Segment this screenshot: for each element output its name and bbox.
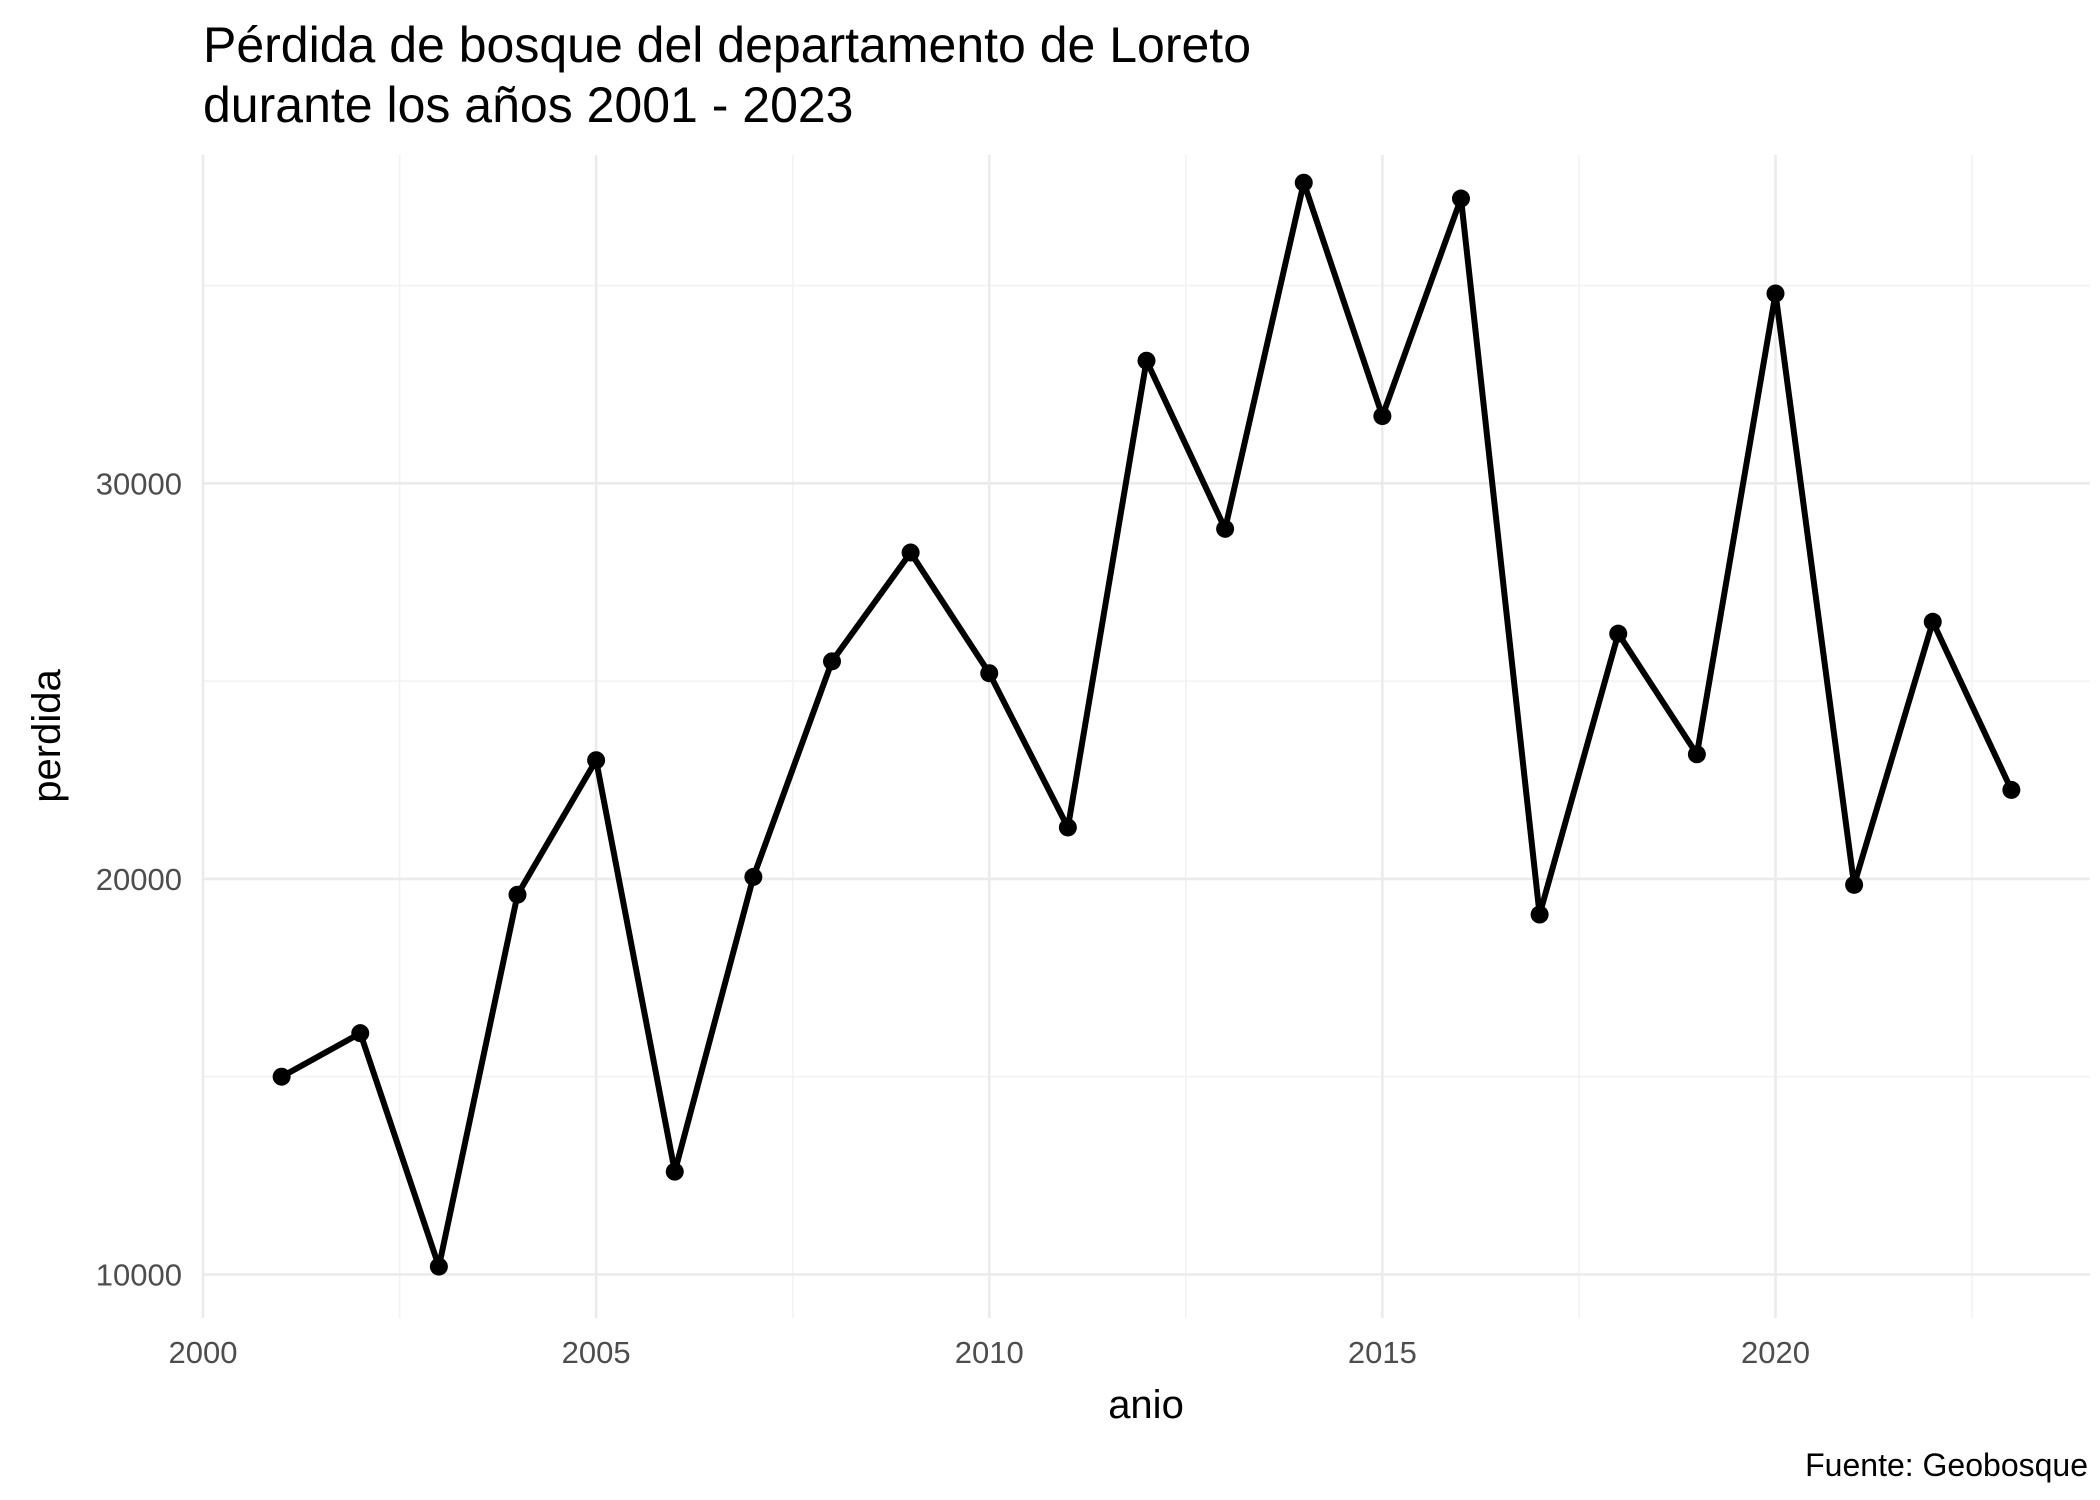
data-point [1530,905,1549,924]
x-axis-tick-labels: 2000 2005 2010 2015 2020 [169,1335,1810,1370]
x-tick-label: 2010 [955,1335,1024,1370]
y-tick-label: 10000 [96,1257,182,1292]
data-point [823,652,841,671]
data-point [1609,624,1628,643]
data-point [665,1162,684,1181]
chart-subtitle: durante los años 2001 - 2023 [203,77,854,133]
y-tick-label: 30000 [96,466,182,501]
x-tick-label: 2000 [169,1335,238,1370]
data-point [1766,284,1785,303]
data-point [1845,875,1864,894]
data-point [980,664,999,683]
data-point [1216,519,1235,538]
y-tick-label: 20000 [96,862,182,897]
data-point [744,867,763,886]
data-point [587,751,606,770]
series-forest-loss [272,173,2021,1276]
data-point [1294,173,1313,192]
data-point [2002,780,2021,799]
minor-gridlines [203,155,2090,1318]
series-line [278,179,2015,1270]
chart-caption: Fuente: Geobosque [1805,1447,2088,1483]
major-gridlines [201,155,2090,1318]
data-point [508,885,527,904]
data-point [1058,818,1077,837]
x-tick-label: 2005 [562,1335,631,1370]
data-point [351,1024,370,1043]
data-point [1373,407,1392,426]
y-axis-tick-labels: 10000 20000 30000 [96,466,182,1292]
data-point [1687,745,1706,764]
data-point [272,1067,291,1086]
data-point [901,543,920,562]
data-point [1452,189,1470,208]
chart-title: Pérdida de bosque del departamento de Lo… [203,17,1251,73]
y-axis-title: perdida [25,669,69,803]
x-axis-title: anio [1108,1383,1184,1427]
x-tick-label: 2015 [1348,1335,1417,1370]
data-point [1137,351,1156,370]
data-point [429,1257,448,1276]
data-point [1923,612,1942,631]
x-tick-label: 2020 [1741,1335,1810,1370]
